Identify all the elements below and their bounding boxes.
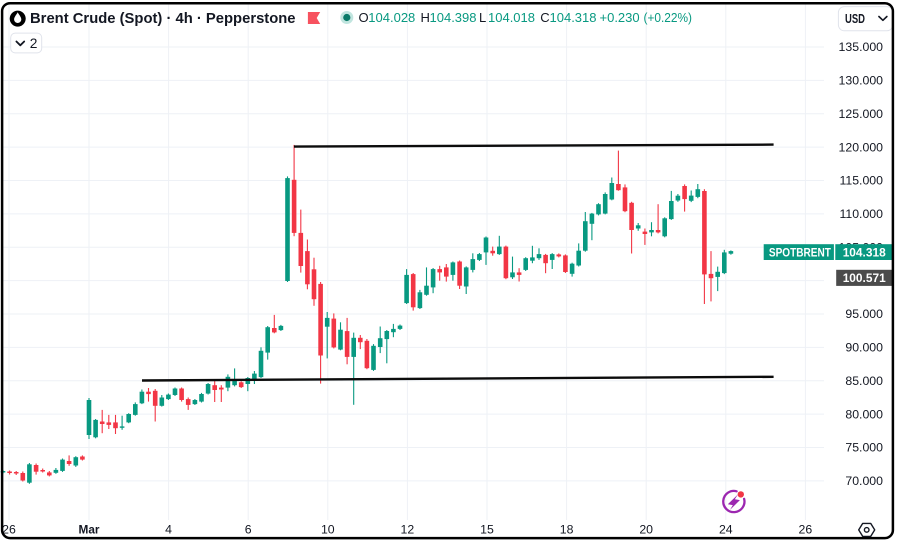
svg-text:120.000: 120.000 bbox=[839, 140, 884, 154]
svg-text:104.318: 104.318 bbox=[843, 245, 886, 259]
svg-text:85.000: 85.000 bbox=[845, 374, 883, 388]
svg-text:SPOTBRENT: SPOTBRENT bbox=[769, 245, 831, 259]
svg-text:10: 10 bbox=[321, 523, 335, 537]
svg-text:135.000: 135.000 bbox=[839, 40, 884, 54]
svg-text:2: 2 bbox=[30, 36, 38, 51]
svg-text:104.318: 104.318 bbox=[550, 10, 597, 25]
svg-text:90.000: 90.000 bbox=[845, 341, 883, 355]
svg-text:75.000: 75.000 bbox=[845, 441, 883, 455]
svg-text:(+0.22%): (+0.22%) bbox=[644, 10, 693, 25]
svg-text:26: 26 bbox=[2, 523, 16, 537]
svg-text:130.000: 130.000 bbox=[839, 74, 884, 88]
svg-text:26: 26 bbox=[799, 523, 813, 537]
svg-text:115.000: 115.000 bbox=[839, 174, 883, 188]
svg-text:110.000: 110.000 bbox=[839, 207, 883, 221]
svg-text:20: 20 bbox=[639, 523, 653, 537]
svg-text:80.000: 80.000 bbox=[845, 407, 883, 421]
svg-text:104.028: 104.028 bbox=[368, 10, 415, 25]
svg-text:Mar: Mar bbox=[79, 523, 100, 537]
svg-text:100.571: 100.571 bbox=[843, 271, 886, 285]
svg-text:70.000: 70.000 bbox=[845, 474, 883, 488]
svg-text:95.000: 95.000 bbox=[845, 307, 883, 321]
svg-text:104.398: 104.398 bbox=[430, 10, 477, 25]
svg-text:C: C bbox=[540, 10, 549, 25]
svg-text:18: 18 bbox=[560, 523, 574, 537]
svg-text:L: L bbox=[479, 10, 486, 25]
svg-text:H: H bbox=[421, 10, 430, 25]
svg-text:104.018: 104.018 bbox=[488, 10, 535, 25]
svg-text:USD: USD bbox=[845, 12, 865, 26]
svg-text:+0.230: +0.230 bbox=[600, 10, 640, 25]
svg-text:125.000: 125.000 bbox=[839, 107, 884, 121]
svg-text:24: 24 bbox=[719, 523, 733, 537]
svg-text:6: 6 bbox=[245, 523, 252, 537]
svg-text:15: 15 bbox=[480, 523, 494, 537]
svg-text:O: O bbox=[359, 10, 369, 25]
svg-text:Brent Crude (Spot) · 4h · Pepp: Brent Crude (Spot) · 4h · Pepperstone bbox=[30, 11, 296, 27]
svg-text:4: 4 bbox=[165, 523, 172, 537]
svg-text:12: 12 bbox=[401, 523, 415, 537]
